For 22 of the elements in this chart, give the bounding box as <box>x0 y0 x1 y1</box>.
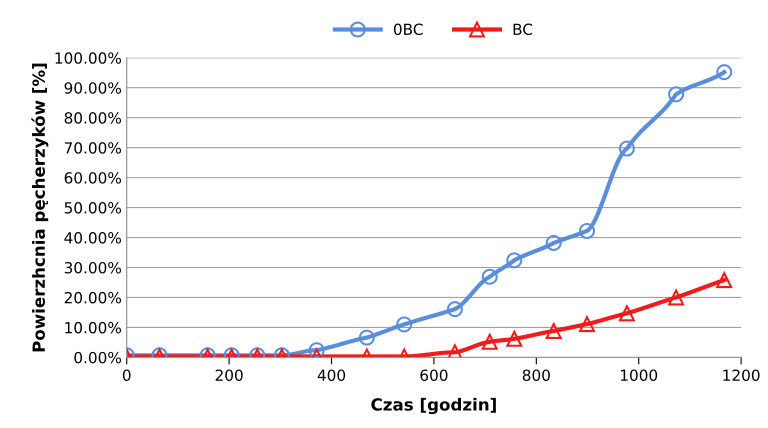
x-axis-title: Czas [godzin] <box>371 398 496 414</box>
legend-label: BC <box>514 24 532 36</box>
y-tick-label: 0.00% <box>74 352 122 364</box>
y-tick-label: 30.00% <box>64 262 122 274</box>
y-tick-label: 20.00% <box>64 292 122 304</box>
legend-label: 0BC <box>394 24 423 36</box>
x-tick-label: 400 <box>318 369 346 382</box>
x-tick-label: 200 <box>216 369 243 382</box>
y-tick-label: 80.00% <box>64 112 122 124</box>
y-tick-label: 60.00% <box>64 172 122 184</box>
y-tick-label: 70.00% <box>64 142 122 154</box>
y-tick-label: 40.00% <box>64 232 122 244</box>
y-tick-label: 90.00% <box>64 82 122 94</box>
x-tick-label: 600 <box>420 369 448 382</box>
y-axis-title: Powierzhcnia pęcherzyków [%] <box>31 64 48 352</box>
x-tick-label: 800 <box>522 369 550 382</box>
x-tick-label: 0 <box>122 369 131 382</box>
y-tick-label: 50.00% <box>64 202 122 214</box>
x-tick-label: 1000 <box>620 369 658 382</box>
x-tick-label: 1200 <box>723 369 760 382</box>
y-tick-label: 100.00% <box>56 52 122 64</box>
y-tick-label: 10.00% <box>65 322 122 334</box>
